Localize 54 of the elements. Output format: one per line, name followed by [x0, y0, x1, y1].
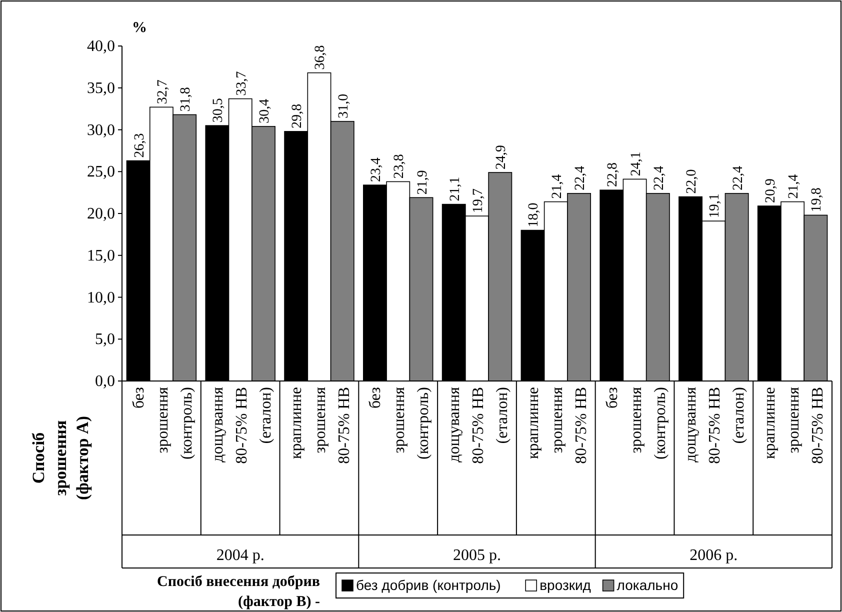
data-label: 22,4	[652, 166, 667, 190]
x-tick-label: без зрошення (контроль)	[367, 386, 432, 460]
y-axis-title: %	[132, 20, 147, 36]
x-tick-label: дощування 80-75% НВ (еталон)	[446, 386, 511, 464]
y-tick-label: 5,0	[95, 331, 115, 348]
data-label: 21,1	[448, 176, 463, 202]
legend-label: врозкид	[540, 577, 591, 593]
data-label: 21,4	[786, 174, 802, 199]
data-label: 21,4	[550, 174, 565, 199]
text: Спосіб зрошення (фактор А)	[29, 416, 92, 500]
data-label: 24,1	[628, 152, 644, 176]
x-tick-label: без зрошення (контроль)	[604, 386, 669, 460]
data-label: 18,0	[526, 202, 542, 228]
legend-label: без добрив (контроль)	[356, 577, 501, 593]
data-label: 31,0	[336, 94, 352, 118]
text: 2006 р.	[690, 547, 738, 564]
data-label: 19,7	[471, 188, 486, 214]
data-label: 22,4	[573, 166, 588, 190]
data-label: 33,7	[234, 71, 250, 96]
data-label: 29,8	[290, 104, 306, 128]
data-label: 19,1	[708, 194, 723, 218]
y-tick-label: 35,0	[87, 80, 115, 97]
data-label: 26,3	[132, 133, 148, 158]
legend-label: локально	[616, 577, 678, 593]
y-tick-label: 25,0	[87, 164, 115, 181]
text: 2005 р.	[453, 547, 501, 564]
y-tick-label: 10,0	[87, 289, 115, 306]
legend-title: Спосіб внесення добрив (фактор В) -	[157, 574, 320, 610]
x-tick-label: краплинне зрошення 80-75% НВ	[288, 386, 354, 464]
data-label: 30,4	[257, 98, 272, 124]
y-tick-label: 15,0	[87, 247, 115, 264]
data-label: 19,8	[810, 188, 825, 212]
x-tick-label: краплинне зрошення 80-75% НВ	[762, 386, 827, 464]
text: 2004 р.	[216, 547, 264, 564]
y-tick-label: 20,0	[87, 206, 115, 222]
data-label: 31,8	[178, 87, 194, 112]
x-tick-label: дощування 80-75% НВ (еталон)	[682, 386, 748, 464]
data-label: 24,9	[494, 144, 510, 170]
data-label: 22,8	[606, 162, 621, 188]
data-label: 20,9	[763, 178, 778, 203]
y-tick-label: 40,0	[87, 38, 115, 55]
x-tick-label: без зрошення (контроль)	[130, 386, 196, 460]
y-tick-label: 0,0	[95, 373, 115, 390]
data-label: 30,5	[211, 98, 226, 123]
x-tick-label: краплинне зрошення 80-75% НВ	[524, 386, 590, 464]
x-tick-label: дощування 80-75% НВ (еталон)	[209, 386, 274, 464]
data-label: 21,9	[415, 170, 430, 195]
y-tick-label: 30,0	[87, 122, 115, 139]
data-label: 22,0	[684, 169, 700, 194]
data-label: 23,4	[368, 158, 384, 182]
data-label: 22,4	[730, 166, 746, 190]
data-label: 36,8	[313, 45, 328, 70]
data-label: 23,8	[392, 154, 408, 179]
data-label: 32,7	[155, 80, 170, 104]
